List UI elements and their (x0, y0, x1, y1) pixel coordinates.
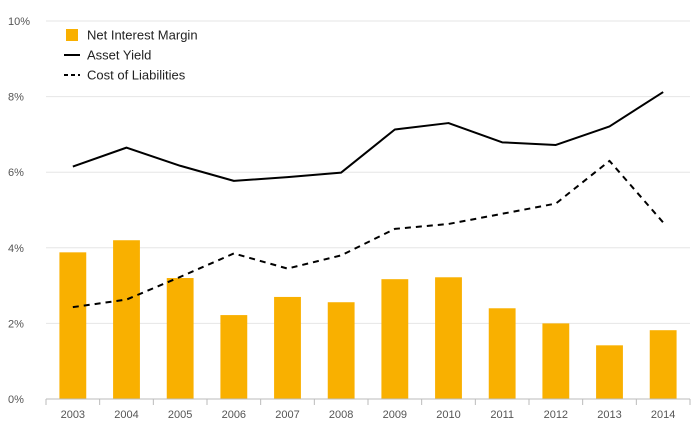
bar (166, 278, 194, 399)
bar (59, 252, 87, 399)
x-tick-label: 2005 (168, 409, 192, 421)
x-tick-label: 2011 (490, 409, 514, 421)
gridlines (46, 20, 690, 324)
y-tick-label: 4% (8, 243, 24, 255)
bar (488, 308, 516, 399)
bar (596, 345, 623, 399)
bar (274, 296, 301, 399)
series-line (72, 159, 664, 309)
x-tick-label: 2006 (222, 409, 246, 421)
x-axis: 2003 2004 2005 2006 2007 2008 2009 2010 2011 2012… (45, 398, 691, 421)
bar (381, 279, 409, 399)
bar (113, 240, 140, 399)
lines (72, 91, 664, 309)
y-tick-label: 0% (8, 394, 24, 406)
legend-label: Asset Yield (87, 48, 151, 63)
x-tick-label: 2004 (114, 409, 138, 421)
bar (649, 330, 677, 399)
x-tick-label: 2010 (436, 409, 460, 421)
y-tick-label: 10% (8, 16, 30, 28)
bar (327, 302, 355, 399)
y-axis-ticks: 0% 2% 4% 6% 8% 10% (8, 16, 30, 406)
y-tick-label: 8% (8, 92, 24, 104)
x-tick-label: 2014 (651, 409, 675, 421)
x-tick-label: 2007 (275, 409, 299, 421)
bar (542, 323, 570, 399)
series-line (72, 91, 664, 182)
x-tick-label: 2013 (597, 409, 621, 421)
legend-label: Net Interest Margin (87, 28, 198, 43)
legend-label: Cost of Liabilities (87, 68, 186, 83)
bar (435, 277, 462, 399)
y-tick-label: 6% (8, 167, 24, 179)
x-tick-label: 2009 (383, 409, 407, 421)
legend-swatch (66, 29, 78, 41)
x-tick-label: 2008 (329, 409, 353, 421)
legend: Net Interest Margin Asset Yield Cost of Li… (64, 28, 198, 83)
x-tick-label: 2012 (544, 409, 568, 421)
bars (59, 240, 677, 399)
bar (220, 315, 248, 399)
x-tick-label: 2003 (61, 409, 85, 421)
y-tick-label: 2% (8, 318, 24, 330)
